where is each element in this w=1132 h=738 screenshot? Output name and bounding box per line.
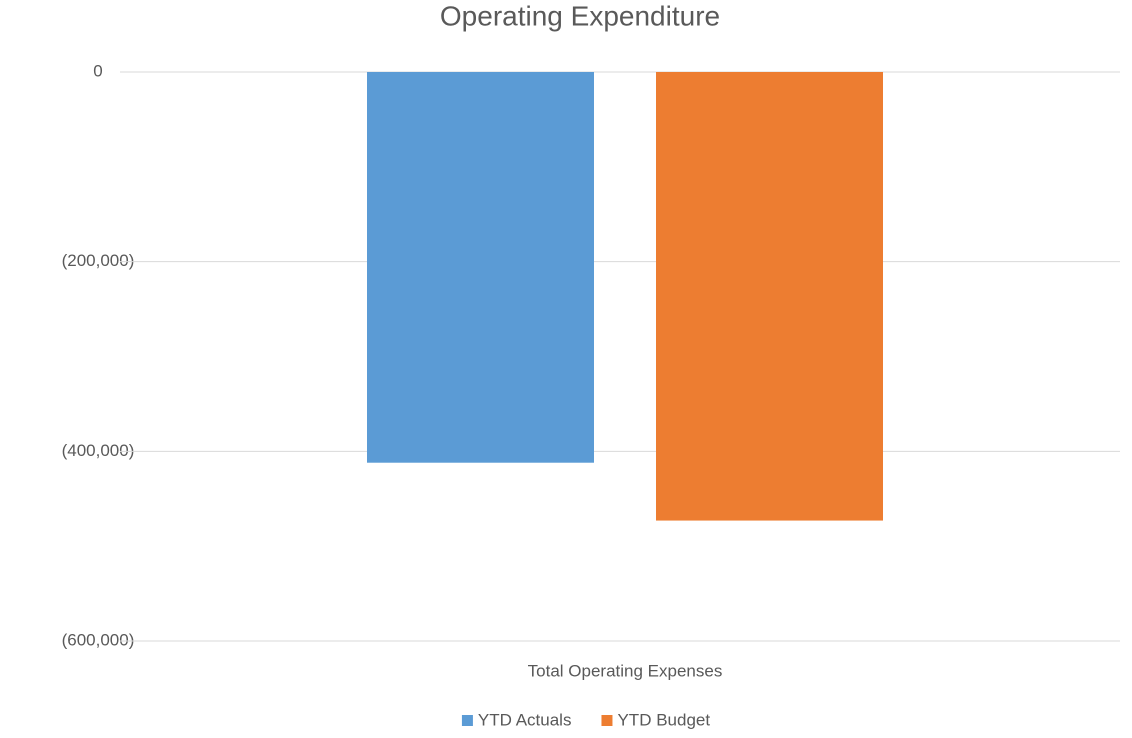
chart-title: Operating Expenditure bbox=[440, 0, 720, 31]
legend-label: YTD Actuals bbox=[478, 710, 572, 729]
bar bbox=[656, 72, 883, 521]
y-tick-label: 0 bbox=[93, 61, 102, 80]
legend-label: YTD Budget bbox=[617, 710, 710, 729]
legend-swatch bbox=[461, 715, 473, 726]
y-tick-label: (200,000) bbox=[62, 251, 135, 270]
x-tick-label: Total Operating Expenses bbox=[528, 661, 723, 680]
y-tick-label: (600,000) bbox=[62, 630, 135, 649]
legend-swatch bbox=[601, 715, 613, 726]
y-tick-label: (400,000) bbox=[62, 441, 135, 460]
bar bbox=[367, 72, 594, 463]
